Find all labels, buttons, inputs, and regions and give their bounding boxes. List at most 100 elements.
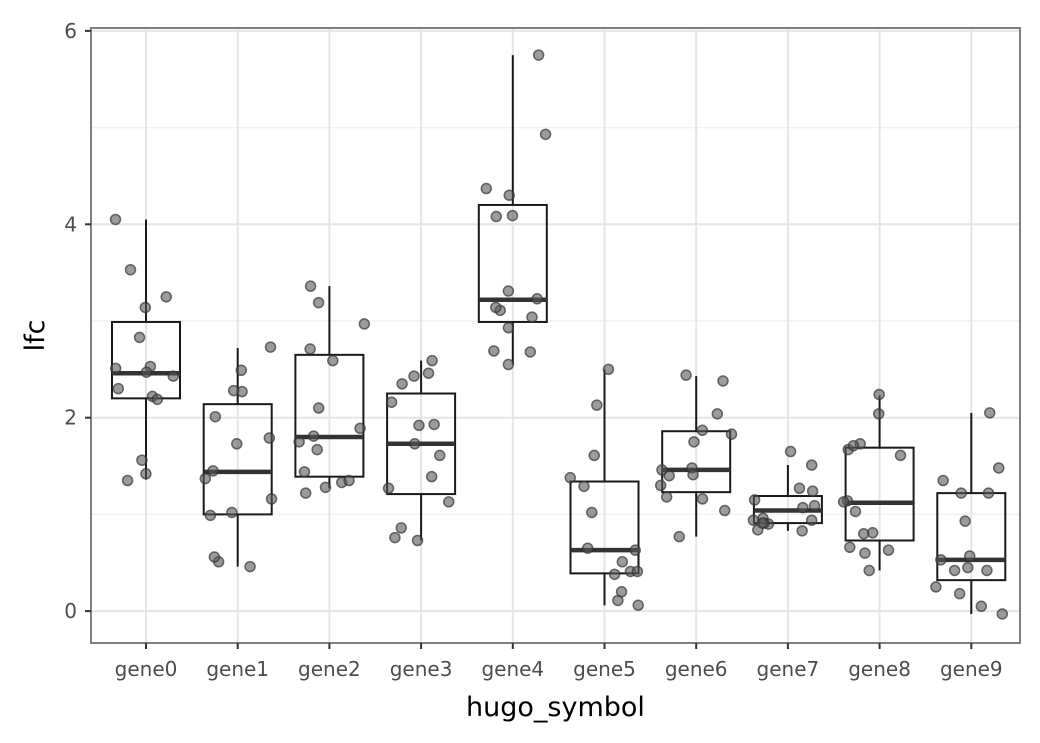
data-point (756, 517, 769, 529)
data-point (231, 438, 243, 450)
data-point (311, 443, 323, 456)
data-point (616, 556, 629, 568)
data-point (433, 449, 446, 462)
data-point (953, 587, 966, 600)
data-point (688, 436, 700, 448)
data-point (687, 468, 699, 481)
data-point (797, 501, 809, 514)
data-point (226, 506, 238, 519)
data-point (531, 293, 543, 305)
x-tick-label: gene3 (390, 657, 453, 681)
data-point (805, 514, 818, 526)
data-point (408, 370, 420, 382)
data-point (385, 396, 398, 408)
box-gene7 (752, 465, 823, 531)
data-point (984, 407, 996, 419)
y-tick-label: 4 (64, 212, 77, 236)
data-point (793, 482, 806, 495)
data-point (264, 341, 277, 353)
data-point (578, 480, 590, 493)
box-iqr (936, 492, 1007, 582)
data-point (307, 430, 320, 442)
x-tick-label: gene2 (298, 657, 361, 681)
data-point (632, 599, 644, 612)
data-point (873, 388, 885, 401)
box-iqr (844, 446, 915, 542)
data-point (503, 189, 516, 202)
box-gene4 (477, 55, 548, 365)
data-point (975, 600, 988, 613)
data-point (235, 364, 248, 377)
data-point (299, 487, 312, 499)
data-point (312, 296, 325, 309)
data-points (109, 49, 1009, 620)
y-axis-ticks: 0 2 4 6 (64, 19, 91, 623)
data-point (389, 531, 401, 544)
data-point (263, 432, 276, 444)
data-point (199, 472, 212, 485)
data-point (327, 354, 339, 367)
data-point (395, 522, 407, 534)
data-point (409, 438, 421, 450)
data-point (532, 49, 545, 61)
data-point (894, 449, 907, 462)
data-point (591, 399, 603, 411)
data-point (615, 586, 628, 598)
data-point (204, 509, 217, 522)
x-tick-label: gene4 (481, 657, 544, 681)
data-point (863, 564, 875, 577)
data-point (425, 470, 438, 483)
data-point (502, 285, 515, 297)
data-point (748, 494, 761, 506)
data-point (422, 367, 435, 379)
data-point (136, 454, 148, 466)
data-point (849, 505, 862, 518)
data-point (981, 564, 993, 577)
data-point (293, 436, 305, 448)
x-axis-ticks: gene0 gene1 gene2 gene3 gene4 gene5 gene6 gene7… (115, 643, 1003, 681)
data-point (680, 369, 692, 381)
box-iqr (202, 403, 273, 516)
data-point (873, 408, 885, 420)
box-gene8 (844, 395, 915, 571)
data-point (502, 358, 515, 371)
data-point (526, 311, 538, 323)
data-point (140, 468, 152, 480)
data-point (588, 449, 600, 462)
data-point (629, 544, 641, 556)
data-point (121, 474, 134, 487)
data-point (564, 471, 576, 484)
data-point (882, 544, 895, 556)
data-point (298, 466, 311, 478)
data-point (930, 581, 942, 593)
data-point (490, 210, 503, 223)
data-point (304, 280, 317, 292)
data-point (207, 465, 219, 477)
data-point (581, 542, 594, 554)
data-point (711, 408, 724, 420)
data-point (480, 182, 493, 195)
data-point (209, 410, 222, 423)
data-point (343, 474, 355, 487)
data-point (167, 370, 180, 382)
data-point (859, 547, 871, 559)
data-point (992, 462, 1005, 474)
data-point (411, 534, 424, 547)
data-point (413, 419, 425, 432)
data-point (109, 213, 122, 226)
box-iqr (477, 203, 548, 323)
data-point (725, 428, 738, 440)
data-point (935, 554, 947, 566)
data-point (490, 301, 502, 314)
data-point (844, 541, 856, 554)
data-point (502, 322, 515, 334)
box-iqr (661, 430, 732, 494)
data-point (208, 551, 221, 563)
data-point (382, 482, 395, 495)
y-axis-title: lfc (20, 320, 51, 352)
data-point (959, 515, 971, 527)
data-point (660, 491, 673, 503)
data-point (524, 346, 537, 358)
data-point (663, 469, 675, 482)
